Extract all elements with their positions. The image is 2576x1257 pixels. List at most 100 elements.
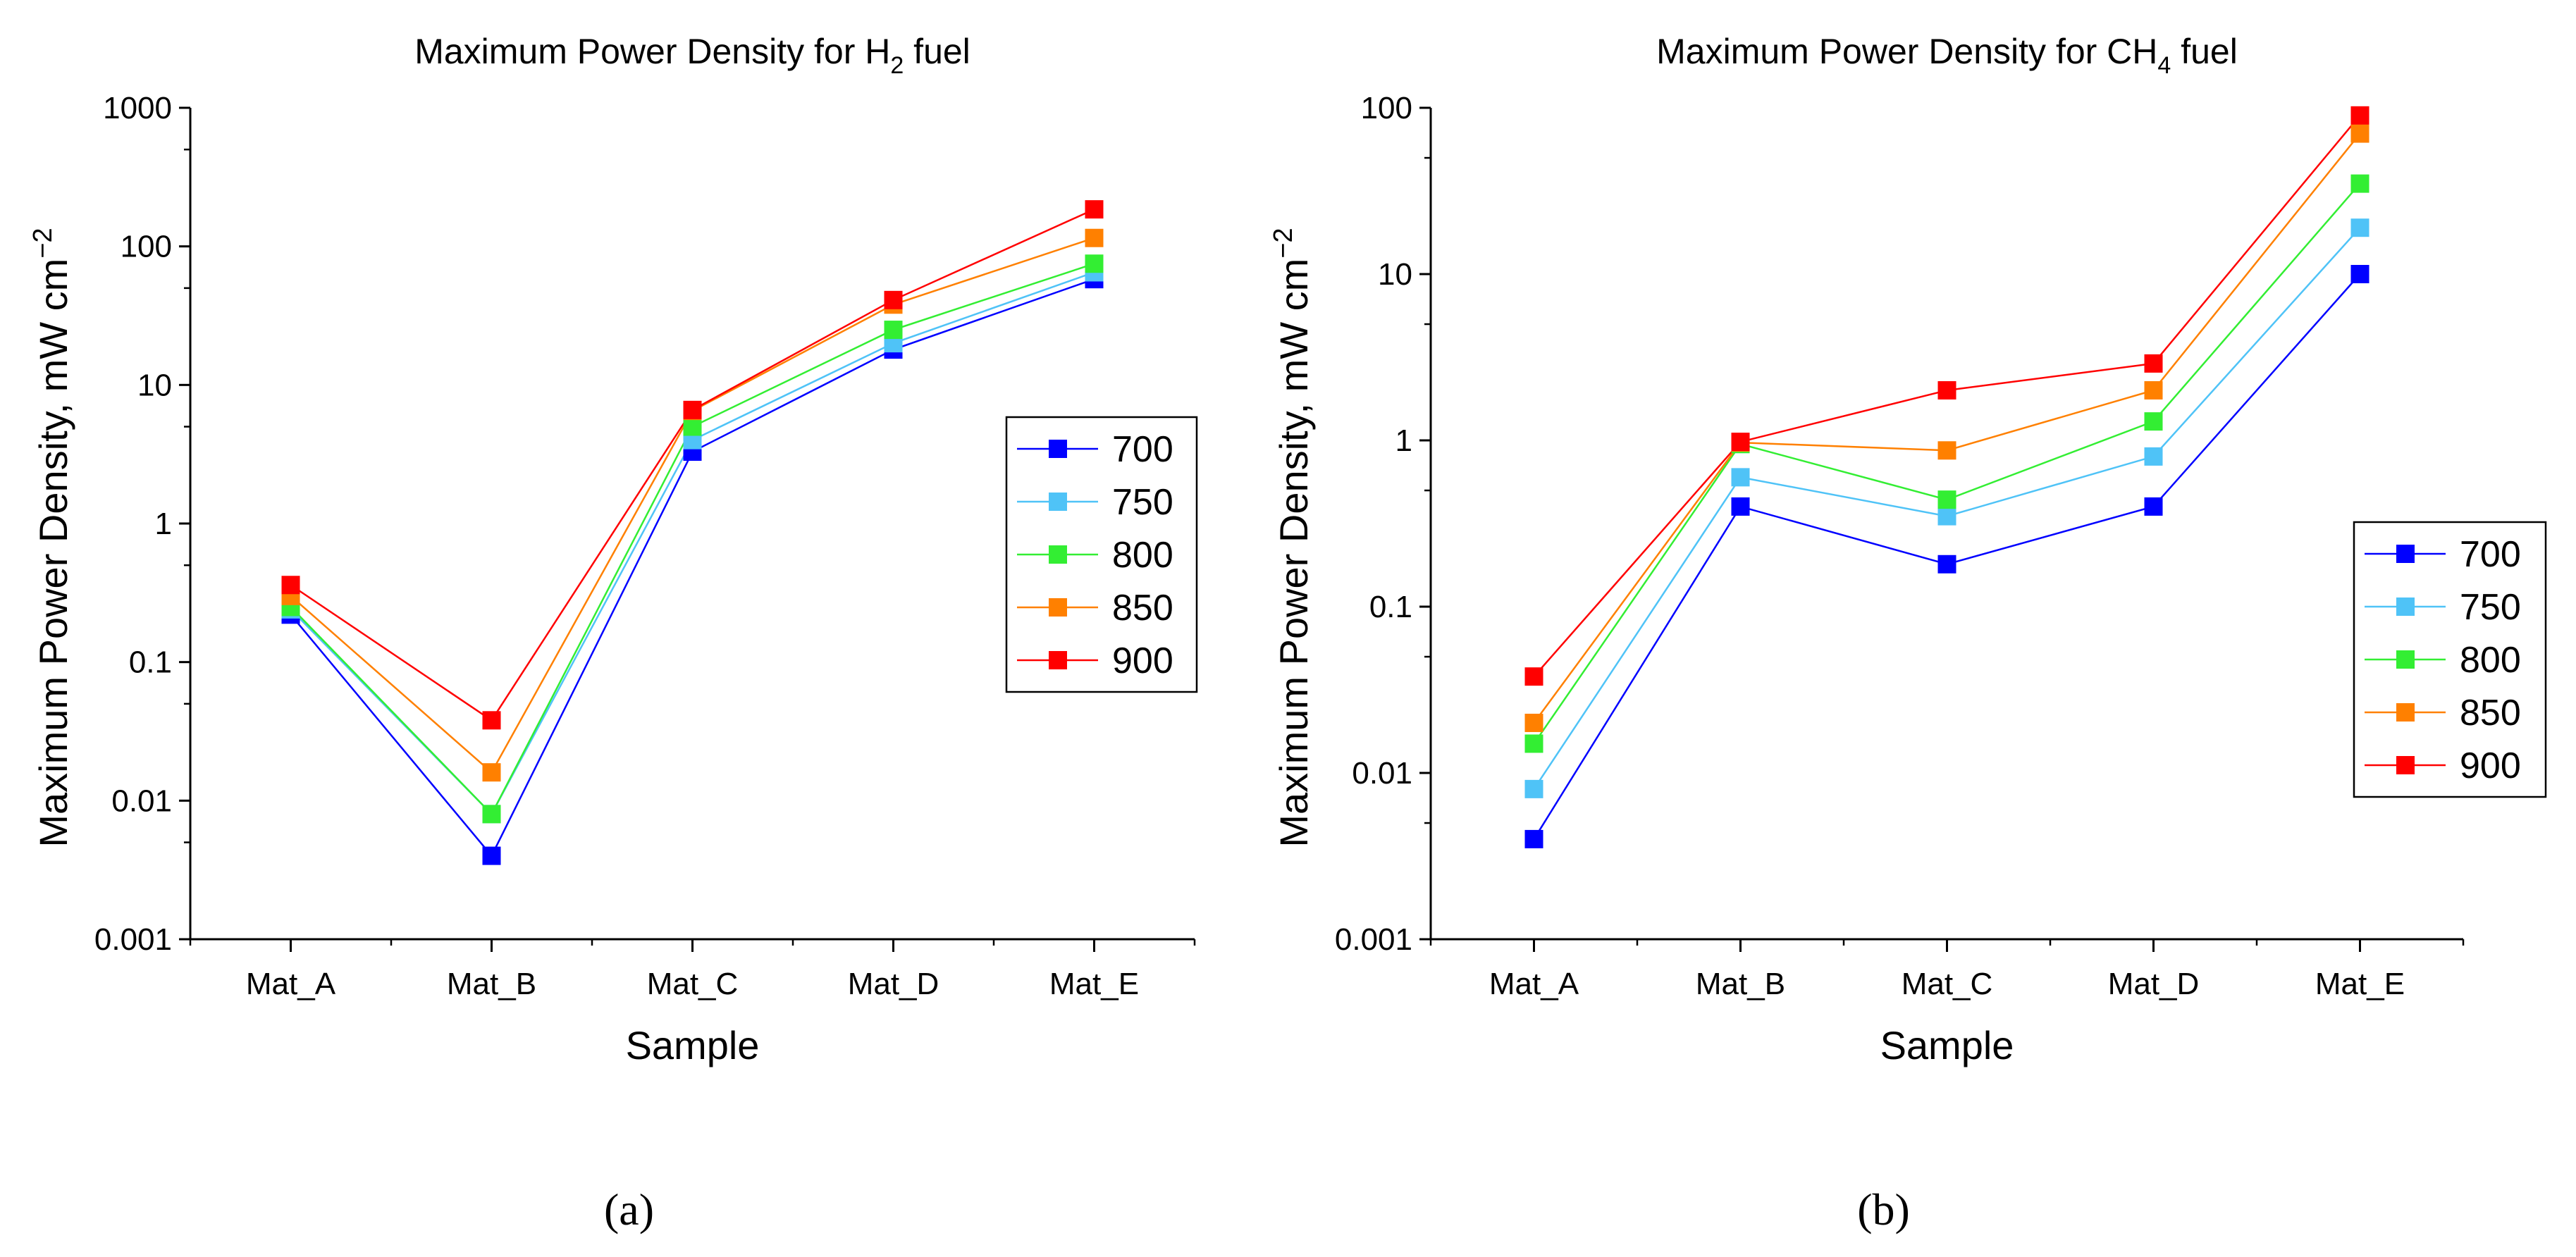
data-point-700	[1731, 497, 1750, 516]
data-point-800	[1937, 490, 1956, 509]
data-point-700	[2350, 265, 2369, 283]
legend-label-700: 700	[2460, 534, 2521, 575]
legend-label-900: 900	[1112, 640, 1173, 681]
y-tick-label: 0.01	[1352, 756, 1412, 791]
y-axis-label-main: Maximum Power Density, mW cm	[31, 259, 75, 848]
x-tick-label: Mat_E	[2315, 967, 2405, 1001]
series-line-700	[290, 278, 1095, 857]
chart-title-tail: fuel	[2171, 32, 2238, 71]
legend-marker-750	[2396, 597, 2415, 616]
data-point-800	[683, 417, 702, 436]
x-tick-label: Mat_C	[1902, 967, 1993, 1001]
y-tick-label: 100	[121, 230, 172, 264]
data-point-850	[2350, 124, 2369, 143]
chart-title-subscript: 4	[2157, 52, 2171, 79]
panel-label: (a)	[604, 1184, 654, 1234]
legend-label-900: 900	[2460, 745, 2521, 786]
legend-label-850: 850	[2460, 693, 2521, 733]
x-axis-label: Sample	[1880, 1023, 2014, 1067]
data-point-700	[1937, 555, 1956, 574]
x-tick-label: Mat_A	[246, 967, 336, 1001]
data-point-800	[2144, 412, 2163, 431]
data-point-800	[1085, 254, 1104, 273]
legend-marker-750	[1049, 493, 1067, 511]
legend-label-800: 800	[2460, 640, 2521, 681]
data-point-750	[1731, 468, 1750, 487]
x-tick-label: Mat_C	[647, 967, 739, 1001]
chart-title-main: Maximum Power Density for H	[414, 32, 890, 71]
y-tick-label: 1000	[103, 91, 172, 125]
y-axis-label-superscript: −2	[28, 228, 58, 258]
data-point-850	[1524, 713, 1543, 732]
data-point-800	[884, 321, 903, 340]
legend-label-750: 750	[2460, 587, 2521, 628]
data-point-850	[1085, 228, 1104, 247]
panel-label: (b)	[1857, 1184, 1910, 1234]
y-tick-label: 0.01	[111, 784, 172, 818]
legend-label-800: 800	[1112, 535, 1173, 576]
y-tick-label: 0.1	[129, 645, 172, 680]
chart-ch4: Maximum Power Density for CH4 fuel 0.001 0…	[1269, 32, 2547, 1234]
y-axis-label: Maximum Power Density, mW cm−2	[1269, 228, 1316, 847]
legend-marker-800	[2396, 650, 2415, 669]
data-point-700	[1524, 829, 1543, 848]
data-point-700	[2144, 497, 2163, 516]
series-line-850	[290, 237, 1095, 774]
data-point-800	[482, 805, 501, 824]
y-tick-label: 1	[155, 507, 172, 541]
chart-title-main: Maximum Power Density for CH	[1656, 32, 2157, 71]
y-axis-label-main: Maximum Power Density, mW cm	[1271, 259, 1316, 848]
legend-marker-900	[2396, 756, 2415, 774]
x-tick-label: Mat_E	[1049, 967, 1139, 1001]
chart-title: Maximum Power Density for CH4 fuel	[1656, 32, 2238, 79]
chart-title-subscript: 2	[890, 52, 904, 79]
series-line-800	[290, 263, 1095, 816]
legend-label-750: 750	[1112, 482, 1173, 523]
legend-marker-850	[1049, 598, 1067, 617]
y-tick-label: 10	[137, 368, 172, 402]
chart-h2: Maximum Power Density for H2 fuel 0.001 0.…	[28, 32, 1198, 1234]
data-point-750	[2144, 447, 2163, 466]
x-axis-label: Sample	[626, 1023, 760, 1067]
y-tick-label: 0.001	[94, 922, 172, 957]
legend: 700 750 800 850 900	[1005, 416, 1198, 693]
legend: 700 750 800 850 900	[2353, 521, 2547, 798]
series-line-750	[290, 271, 1095, 816]
data-point-900	[281, 576, 300, 595]
data-point-900	[1731, 433, 1750, 452]
chart-title: Maximum Power Density for H2 fuel	[414, 32, 970, 79]
x-tick-label: Mat_A	[1489, 967, 1579, 1001]
data-point-850	[2144, 380, 2163, 400]
series-line-850	[1533, 132, 2361, 724]
data-point-800	[1524, 734, 1543, 753]
y-tick-label: 0.001	[1335, 922, 1412, 957]
data-point-900	[1085, 200, 1104, 219]
chart-title-tail: fuel	[904, 32, 970, 71]
legend-marker-700	[1049, 440, 1067, 458]
x-tick-label: Mat_B	[447, 967, 536, 1001]
data-point-900	[1524, 667, 1543, 686]
y-tick-label: 10	[1378, 257, 1412, 292]
legend-label-700: 700	[1112, 429, 1173, 470]
y-axis-label-superscript: −2	[1269, 228, 1298, 258]
data-point-850	[482, 763, 501, 782]
legend-marker-800	[1049, 545, 1067, 564]
data-point-700	[482, 846, 501, 865]
y-tick-label: 100	[1361, 91, 1412, 125]
data-point-750	[2350, 218, 2369, 237]
data-point-900	[884, 290, 903, 309]
legend-marker-900	[1049, 651, 1067, 669]
y-axis-label: Maximum Power Density, mW cm−2	[28, 228, 75, 847]
data-point-750	[1937, 507, 1956, 526]
data-point-900	[482, 711, 501, 730]
data-point-850	[1937, 441, 1956, 460]
data-point-900	[1937, 380, 1956, 400]
legend-label-850: 850	[1112, 588, 1173, 628]
x-tick-label: Mat_D	[848, 967, 939, 1001]
y-tick-label: 1	[1395, 423, 1412, 458]
legend-marker-850	[2396, 703, 2415, 722]
data-point-900	[2350, 106, 2369, 125]
x-tick-label: Mat_B	[1696, 967, 1785, 1001]
data-point-750	[1524, 779, 1543, 798]
